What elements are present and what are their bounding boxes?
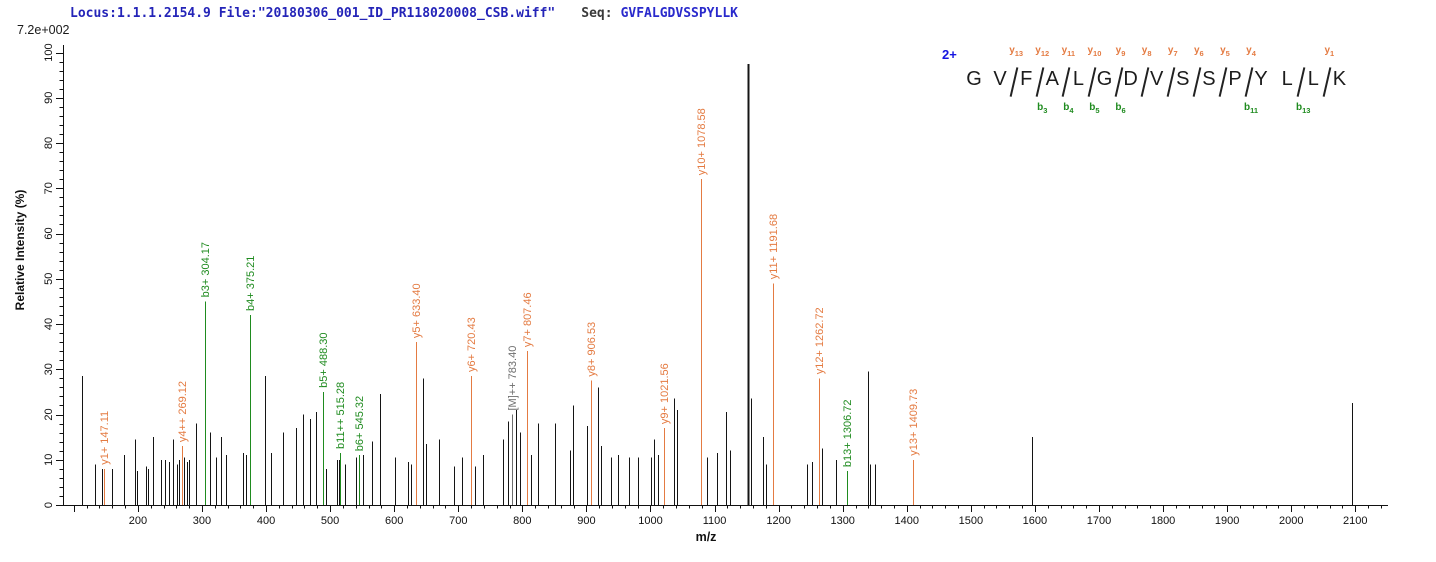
y-ion-label-y4: y4: [1246, 45, 1256, 58]
x-tick-label: 300: [193, 515, 211, 527]
x-tick-label: 1600: [1023, 515, 1047, 527]
residue-3-F: F: [1020, 68, 1033, 90]
x-tick-label: 800: [513, 515, 531, 527]
peak-label: b4+ 375.21: [245, 256, 257, 311]
x-tick-label: 700: [449, 515, 467, 527]
x-tick-label: 2100: [1343, 515, 1367, 527]
peak-label: b5+ 488.30: [318, 333, 330, 388]
peak-label: b11++ 515.28: [335, 382, 347, 449]
residue-12-Y: Y: [1254, 68, 1268, 90]
peak-label: [M]++ 783.40: [507, 346, 519, 411]
peak-label: y9+ 1021.56: [659, 363, 671, 424]
x-tick-label: 1000: [638, 515, 662, 527]
y-tick-label: 90: [43, 92, 55, 104]
peak-label: b3+ 304.17: [200, 242, 212, 297]
x-tick-label: 2000: [1279, 515, 1303, 527]
peak-label: y13+ 1409.73: [908, 389, 920, 456]
intensity-scale-label: 7.2e+002: [17, 23, 70, 37]
y-tick-label: 30: [43, 363, 55, 375]
residue-7-D: D: [1123, 68, 1138, 90]
residue-14-L: L: [1307, 68, 1319, 90]
residue-5-L: L: [1072, 68, 1084, 90]
y-ion-label-y7: y7: [1167, 45, 1178, 58]
peak-label: y7+ 807.46: [522, 292, 534, 347]
peak-label: b6+ 545.32: [354, 396, 366, 451]
x-tick-label: 200: [129, 515, 147, 527]
residue-2-V: V: [993, 68, 1007, 90]
residue-10-S: S: [1202, 68, 1216, 90]
y-ion-label-y12: y12: [1035, 45, 1050, 58]
y-axis-title: Relative Intensity (%): [13, 190, 27, 311]
b-ion-label-b3: b3: [1037, 102, 1048, 115]
peak-label: y12+ 1262.72: [814, 307, 826, 374]
y-tick-label: 10: [43, 454, 55, 466]
x-tick-label: 1800: [1151, 515, 1175, 527]
residue-13-L: L: [1281, 68, 1293, 90]
peak-label: b13+ 1306.72: [842, 399, 854, 467]
locus-file-text: Locus:1.1.1.2154.9 File:"20180306_001_ID…: [70, 6, 556, 21]
y-tick-label: 70: [43, 182, 55, 194]
peak-label: y5+ 633.40: [411, 283, 423, 338]
b-ion-label-b11: b11: [1244, 102, 1259, 115]
y-ion-label-y1: y1: [1324, 45, 1335, 58]
precursor-charge-label: 2+: [942, 47, 957, 62]
header-bar: Locus:1.1.1.2154.9 File:"20180306_001_ID…: [70, 6, 738, 21]
x-tick-label: 900: [577, 515, 595, 527]
x-tick-label: 1900: [1215, 515, 1239, 527]
y-tick-label: 60: [43, 227, 55, 239]
peak-label: y6+ 720.43: [466, 317, 478, 372]
residue-8-V: V: [1150, 68, 1164, 90]
y-tick-label: 100: [43, 43, 55, 61]
y-ion-label-y10: y10: [1087, 45, 1102, 58]
b-ion-label-b4: b4: [1063, 102, 1074, 115]
peak-label: y4++ 269.12: [177, 381, 189, 442]
x-tick-label: 1700: [1087, 515, 1111, 527]
seq-label: Seq:: [581, 6, 613, 21]
residue-4-A: A: [1045, 68, 1059, 90]
x-tick-label: 1500: [959, 515, 983, 527]
seq-value: GVFALGDVSSPYLLK: [620, 6, 738, 21]
y-ion-label-y13: y13: [1009, 45, 1024, 58]
y-tick-label: 80: [43, 137, 55, 149]
x-tick-label: 600: [385, 515, 403, 527]
x-tick-label: 500: [321, 515, 339, 527]
b-ion-label-b13: b13: [1296, 102, 1311, 115]
residue-11-P: P: [1228, 68, 1242, 90]
x-tick-label: 1300: [830, 515, 854, 527]
y-ion-label-y6: y6: [1193, 45, 1204, 58]
peak-label: y8+ 906.53: [586, 322, 598, 377]
x-tick-label: 1400: [895, 515, 919, 527]
peak-label: y10+ 1078.58: [696, 108, 708, 175]
b-ion-label-b5: b5: [1089, 102, 1100, 115]
residue-15-K: K: [1332, 68, 1347, 90]
peak-label: y11+ 1191.68: [768, 214, 780, 279]
x-tick-label: 400: [257, 515, 275, 527]
x-axis-title: m/z: [696, 530, 717, 544]
residue-1-G: G: [966, 68, 982, 90]
residue-6-G: G: [1096, 68, 1113, 90]
b-ion-label-b6: b6: [1115, 102, 1126, 115]
y-ion-label-y8: y8: [1141, 45, 1152, 58]
x-tick-label: 1100: [703, 515, 727, 527]
y-tick-label: 40: [43, 318, 55, 330]
peak-label: y1+ 147.11: [99, 411, 111, 465]
x-tick-label: 1200: [766, 515, 790, 527]
residue-9-S: S: [1176, 68, 1190, 90]
y-ion-label-y5: y5: [1220, 45, 1230, 58]
y-ion-label-y9: y9: [1115, 45, 1126, 58]
y-tick-label: 0: [43, 502, 55, 508]
y-tick-label: 20: [43, 408, 55, 420]
y-ion-label-y11: y11: [1061, 45, 1076, 58]
y-tick-label: 50: [43, 273, 55, 285]
